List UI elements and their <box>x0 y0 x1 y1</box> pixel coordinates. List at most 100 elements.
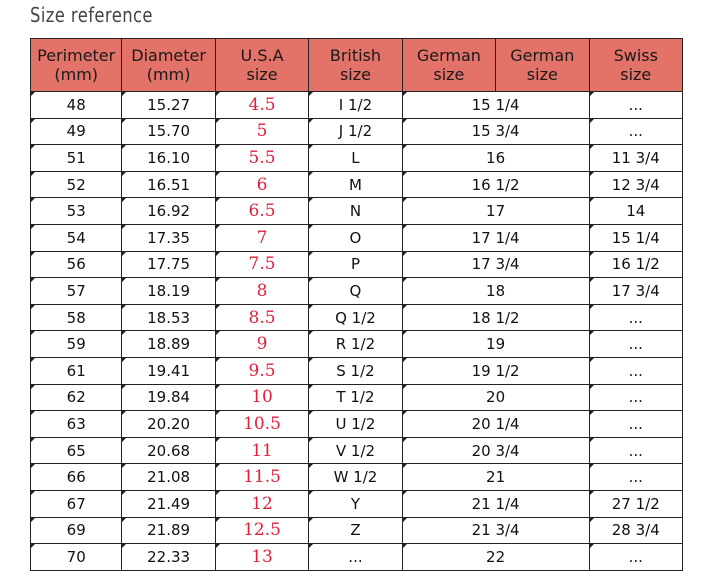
swiss-size-cell: 27 1/2 <box>588 489 684 518</box>
german-size-cell: 21 1/4 <box>401 489 590 518</box>
perimeter-cell: 66 <box>29 463 123 491</box>
perimeter-cell: 61 <box>29 356 123 385</box>
us-size-cell: 12.5 <box>214 516 310 545</box>
header-perimeter: Perimeter (mm) <box>29 38 123 92</box>
british-size-cell: I 1/2 <box>308 91 403 119</box>
german-size-cell: 16 1/2 <box>401 170 590 199</box>
table-row: 67 21.49 12 Y 21 1/4 27 1/2 <box>29 489 684 518</box>
diameter-cell: 20.20 <box>121 410 216 438</box>
perimeter-cell: 65 <box>29 436 123 465</box>
german-size-cell: 21 3/4 <box>401 516 590 545</box>
german-size-cell: 19 1/2 <box>401 356 590 385</box>
swiss-size-cell: ... <box>588 91 684 119</box>
table-row: 70 22.33 13... 22... <box>29 543 684 571</box>
table-row: 53 16.92 6.5 N 17 14 <box>29 197 684 225</box>
british-size-cell: ... <box>308 543 403 571</box>
perimeter-cell: 49 <box>29 117 123 146</box>
us-size-cell: 9.5 <box>214 356 310 385</box>
us-size-cell: 9 <box>214 330 310 358</box>
us-size-cell: 5 <box>214 117 310 146</box>
perimeter-cell: 69 <box>29 516 123 545</box>
perimeter-cell: 63 <box>29 410 123 438</box>
german-size-cell: 17 <box>401 197 590 225</box>
perimeter-cell: 48 <box>29 91 123 119</box>
diameter-cell: 18.19 <box>121 277 216 305</box>
british-size-cell: N <box>308 197 403 225</box>
us-size-cell: 13 <box>214 543 310 571</box>
table-row: 49 15.70 5 J 1/2 15 3/4... <box>29 117 684 146</box>
swiss-size-cell: 12 3/4 <box>588 170 684 199</box>
header-diameter: Diameter (mm) <box>121 38 216 92</box>
header-german-size: German size <box>401 38 497 92</box>
us-size-cell: 8 <box>214 277 310 305</box>
us-size-cell: 5.5 <box>214 144 310 172</box>
us-size-cell: 7 <box>214 223 310 252</box>
perimeter-cell: 54 <box>29 223 123 252</box>
diameter-cell: 21.49 <box>121 489 216 518</box>
german-size-cell: 15 1/4 <box>401 91 590 119</box>
swiss-size-cell: 17 3/4 <box>588 277 684 305</box>
table-row: 57 18.19 8 Q 18 17 3/4 <box>29 277 684 305</box>
british-size-cell: U 1/2 <box>308 410 403 438</box>
header-us-size: U.S.A size <box>214 38 310 92</box>
table-row: 63 20.20 10.5 U 1/2 20 1/4... <box>29 410 684 438</box>
header-row: Perimeter (mm) Diameter (mm) U.S.A size Bri… <box>29 38 684 92</box>
perimeter-cell: 70 <box>29 543 123 571</box>
us-size-cell: 6 <box>214 170 310 199</box>
diameter-cell: 16.10 <box>121 144 216 172</box>
table-row: 52 16.51 6 M 16 1/2 12 3/4 <box>29 170 684 199</box>
us-size-cell: 8.5 <box>214 303 310 332</box>
german-size-cell: 18 <box>401 277 590 305</box>
swiss-size-cell: 11 3/4 <box>588 144 684 172</box>
diameter-cell: 18.53 <box>121 303 216 332</box>
swiss-size-cell: ... <box>588 543 684 571</box>
german-size-cell: 20 1/4 <box>401 410 590 438</box>
german-size-cell: 17 3/4 <box>401 250 590 279</box>
swiss-size-cell: 28 3/4 <box>588 516 684 545</box>
table-row: 61 19.41 9.5 S 1/2 19 1/2... <box>29 356 684 385</box>
perimeter-cell: 53 <box>29 197 123 225</box>
table-row: 54 17.35 7 O 17 1/4 15 1/4 <box>29 223 684 252</box>
perimeter-cell: 51 <box>29 144 123 172</box>
table-row: 69 21.89 12.5 Z 21 3/4 28 3/4 <box>29 516 684 545</box>
us-size-cell: 12 <box>214 489 310 518</box>
german-size-cell: 20 3/4 <box>401 436 590 465</box>
size-reference-table: Perimeter (mm) Diameter (mm) U.S.A size Bri… <box>29 38 684 571</box>
diameter-cell: 19.84 <box>121 383 216 412</box>
german-size-cell: 21 <box>401 463 590 491</box>
us-size-cell: 4.5 <box>214 91 310 119</box>
us-size-cell: 10 <box>214 383 310 412</box>
diameter-cell: 15.27 <box>121 91 216 119</box>
swiss-size-cell: ... <box>588 383 684 412</box>
diameter-cell: 20.68 <box>121 436 216 465</box>
swiss-size-cell: ... <box>588 356 684 385</box>
table-row: 56 17.75 7.5 P 17 3/4 16 1/2 <box>29 250 684 279</box>
perimeter-cell: 67 <box>29 489 123 518</box>
header-british-size: British size <box>308 38 403 92</box>
british-size-cell: Q <box>308 277 403 305</box>
diameter-cell: 15.70 <box>121 117 216 146</box>
us-size-cell: 7.5 <box>214 250 310 279</box>
german-size-cell: 16 <box>401 144 590 172</box>
diameter-cell: 18.89 <box>121 330 216 358</box>
diameter-cell: 16.92 <box>121 197 216 225</box>
perimeter-cell: 59 <box>29 330 123 358</box>
diameter-cell: 17.35 <box>121 223 216 252</box>
diameter-cell: 16.51 <box>121 170 216 199</box>
table-row: 59 18.89 9 R 1/2 19... <box>29 330 684 358</box>
table-row: 51 16.10 5.5 L 16 11 3/4 <box>29 144 684 172</box>
perimeter-cell: 58 <box>29 303 123 332</box>
perimeter-cell: 57 <box>29 277 123 305</box>
british-size-cell: M <box>308 170 403 199</box>
perimeter-cell: 56 <box>29 250 123 279</box>
british-size-cell: L <box>308 144 403 172</box>
diameter-cell: 19.41 <box>121 356 216 385</box>
swiss-size-cell: ... <box>588 410 684 438</box>
swiss-size-cell: 16 1/2 <box>588 250 684 279</box>
table-row: 58 18.53 8.5 Q 1/2 18 1/2... <box>29 303 684 332</box>
german-size-cell: 20 <box>401 383 590 412</box>
swiss-size-cell: ... <box>588 303 684 332</box>
british-size-cell: J 1/2 <box>308 117 403 146</box>
british-size-cell: S 1/2 <box>308 356 403 385</box>
perimeter-cell: 62 <box>29 383 123 412</box>
